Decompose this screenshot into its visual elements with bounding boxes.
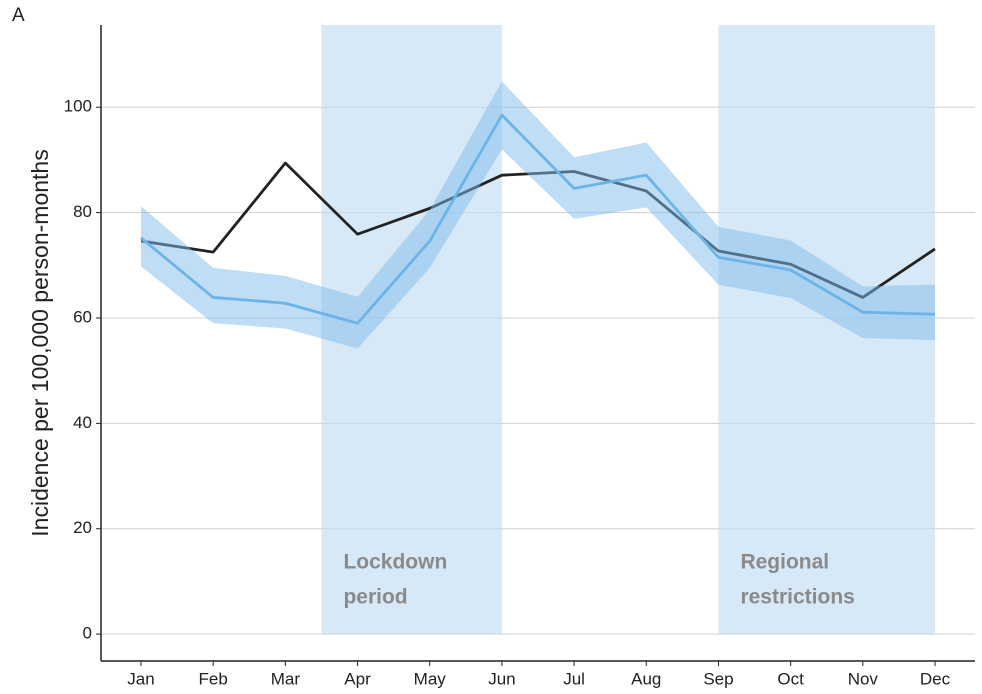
x-tick-label: Mar: [271, 669, 301, 688]
panel-label: A: [12, 5, 25, 26]
x-tick-label: Dec: [920, 669, 951, 688]
x-tick-label: Jan: [127, 669, 154, 688]
x-tick-label: Nov: [848, 669, 879, 688]
y-tick-label: 100: [64, 97, 92, 116]
y-axis-label: Incidence per 100,000 person-months: [27, 149, 53, 536]
y-tick-label: 60: [73, 307, 92, 326]
shaded-period-label: Regional: [740, 551, 829, 574]
y-tick-label: 40: [73, 413, 92, 432]
y-tick-label: 20: [73, 518, 92, 537]
y-tick-label: 0: [83, 624, 92, 643]
confidence-band: [141, 81, 935, 349]
x-tick-label: Jul: [563, 669, 585, 688]
line: [140, 113, 936, 325]
x-tick-label: Feb: [199, 669, 228, 688]
y-tick-label: 80: [73, 202, 92, 221]
shaded-period-label: period: [343, 586, 407, 609]
shaded-period-label: Lockdown: [343, 551, 447, 574]
x-tick-label: Apr: [344, 669, 371, 688]
x-tick-label: Oct: [777, 669, 804, 688]
x-tick-label: May: [414, 669, 447, 688]
x-tick-label: Jun: [488, 669, 515, 688]
x-tick-label: Aug: [631, 669, 661, 688]
x-tick-label: Sep: [703, 669, 733, 688]
shaded-period-label: restrictions: [740, 586, 854, 609]
